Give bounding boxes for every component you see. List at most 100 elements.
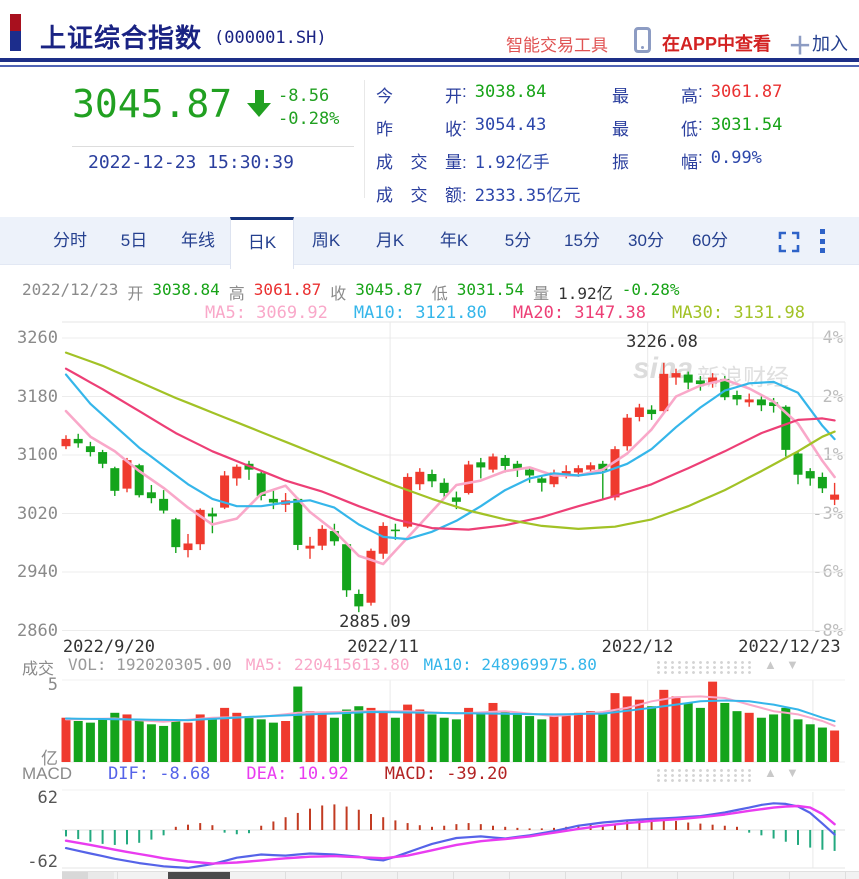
volume-bar[interactable]: [659, 689, 669, 762]
view-in-app-link[interactable]: 在APP中查看: [662, 34, 772, 54]
more-menu-icon[interactable]: [820, 229, 825, 253]
volume-bar[interactable]: [281, 721, 291, 762]
volume-bar[interactable]: [561, 714, 571, 762]
volume-bar[interactable]: [268, 722, 278, 762]
axis-tick-label: 亿: [41, 749, 58, 769]
volume-bar[interactable]: [329, 717, 339, 762]
tab-年线[interactable]: 年线: [181, 231, 215, 250]
phone-icon[interactable]: [634, 27, 651, 53]
tab-30分[interactable]: 30分: [628, 231, 664, 250]
join-watchlist-button[interactable]: 加入: [812, 34, 848, 54]
volume-bar[interactable]: [110, 712, 120, 762]
volume-bar[interactable]: [122, 714, 132, 762]
volume-bar[interactable]: [805, 724, 815, 762]
volume-bar[interactable]: [586, 711, 596, 762]
tab-5分[interactable]: 5分: [504, 231, 532, 250]
volume-bar[interactable]: [342, 709, 352, 762]
volume-bar[interactable]: [73, 721, 83, 762]
tab-年K[interactable]: 年K: [439, 231, 469, 250]
volume-bar[interactable]: [744, 712, 754, 762]
volume-bar[interactable]: [573, 712, 583, 762]
volume-bar[interactable]: [488, 702, 498, 762]
volume-bar[interactable]: [317, 714, 327, 762]
volume-bar[interactable]: [85, 722, 95, 762]
scrollbar-segment-1: [62, 872, 88, 879]
volume-bar[interactable]: [195, 714, 205, 762]
macd-value: MACD: -39.20: [384, 764, 508, 784]
volume-bar[interactable]: [232, 712, 242, 762]
chart-scrollbar[interactable]: [62, 871, 859, 879]
volume-bar[interactable]: [390, 717, 400, 762]
volume-bar[interactable]: [427, 714, 437, 762]
volume-bar[interactable]: [256, 719, 266, 762]
volume-bar[interactable]: [634, 699, 644, 762]
volume-bar[interactable]: [732, 711, 742, 762]
tab-日K[interactable]: 日K: [230, 217, 294, 269]
price-down-arrow-icon: [247, 90, 271, 118]
stock-code: (000001.SH): [214, 28, 327, 48]
volume-bar[interactable]: [647, 706, 657, 762]
volume-bar[interactable]: [439, 717, 449, 762]
volume-bar[interactable]: [817, 727, 827, 762]
volume-bar[interactable]: [683, 702, 693, 762]
kline-chart-area[interactable]: [62, 322, 845, 631]
tab-15分[interactable]: 15分: [564, 231, 600, 250]
fullscreen-icon[interactable]: [778, 231, 800, 253]
volume-pane-up-arrow[interactable]: ▲: [764, 657, 777, 672]
volume-bar[interactable]: [98, 719, 108, 762]
macd-pane-up-arrow[interactable]: ▲: [764, 765, 777, 780]
volume-bar[interactable]: [610, 693, 620, 762]
volume-bar[interactable]: [378, 711, 388, 762]
volume-bar[interactable]: [500, 711, 510, 762]
volume-bar[interactable]: [756, 717, 766, 762]
volume-bar[interactable]: [159, 725, 169, 762]
volume-bar[interactable]: [220, 707, 230, 762]
volume-bar[interactable]: [671, 696, 681, 762]
volume-bar[interactable]: [464, 707, 474, 762]
volume-bar[interactable]: [622, 696, 632, 762]
scrollbar-handle[interactable]: [168, 872, 230, 879]
volume-bar[interactable]: [476, 712, 486, 762]
tab-5日[interactable]: 5日: [120, 231, 148, 250]
smart-trade-tool-link[interactable]: 智能交易工具: [506, 36, 608, 55]
volume-bar[interactable]: [793, 719, 803, 762]
volume-bar[interactable]: [512, 714, 522, 762]
volume-bar[interactable]: [525, 716, 535, 762]
volume-bar[interactable]: [830, 730, 840, 762]
tab-分时[interactable]: 分时: [53, 231, 87, 250]
vol-ma5-value: MA5: 220415613.80: [245, 655, 410, 674]
volume-bar[interactable]: [354, 706, 364, 762]
axis-tick-label: 5: [47, 675, 58, 695]
macd-pane-resize-handle[interactable]: [655, 768, 753, 782]
tab-周K[interactable]: 周K: [311, 231, 341, 250]
quote-row-volume: 成交量: 1.92亿手: [376, 153, 550, 173]
volume-bar[interactable]: [781, 707, 791, 762]
macd-pane-down-arrow[interactable]: ▼: [786, 765, 799, 780]
tab-60分[interactable]: 60分: [692, 231, 728, 250]
volume-pane-resize-handle[interactable]: [655, 660, 753, 674]
volume-bar[interactable]: [366, 707, 376, 762]
volume-bar[interactable]: [244, 716, 254, 762]
scrollbar-segment-2: [88, 872, 114, 879]
volume-bar[interactable]: [403, 704, 413, 762]
volume-bar[interactable]: [183, 722, 193, 762]
plus-icon[interactable]: ＋: [788, 33, 812, 60]
volume-bar[interactable]: [708, 681, 718, 762]
volume-bar[interactable]: [293, 686, 303, 762]
volume-pane-down-arrow[interactable]: ▼: [786, 657, 799, 672]
volume-bar[interactable]: [769, 714, 779, 762]
volume-bar[interactable]: [171, 721, 181, 762]
volume-bar[interactable]: [207, 719, 217, 762]
volume-bar[interactable]: [146, 724, 156, 762]
volume-bar[interactable]: [720, 702, 730, 762]
volume-bar[interactable]: [61, 717, 71, 762]
volume-bar[interactable]: [695, 707, 705, 762]
volume-bar[interactable]: [305, 711, 315, 762]
volume-bar[interactable]: [549, 716, 559, 762]
volume-bar[interactable]: [415, 709, 425, 762]
volume-bar[interactable]: [598, 712, 608, 762]
volume-bar[interactable]: [537, 719, 547, 762]
volume-bar[interactable]: [451, 719, 461, 762]
volume-bar[interactable]: [134, 719, 144, 762]
tab-月K[interactable]: 月K: [375, 231, 405, 250]
